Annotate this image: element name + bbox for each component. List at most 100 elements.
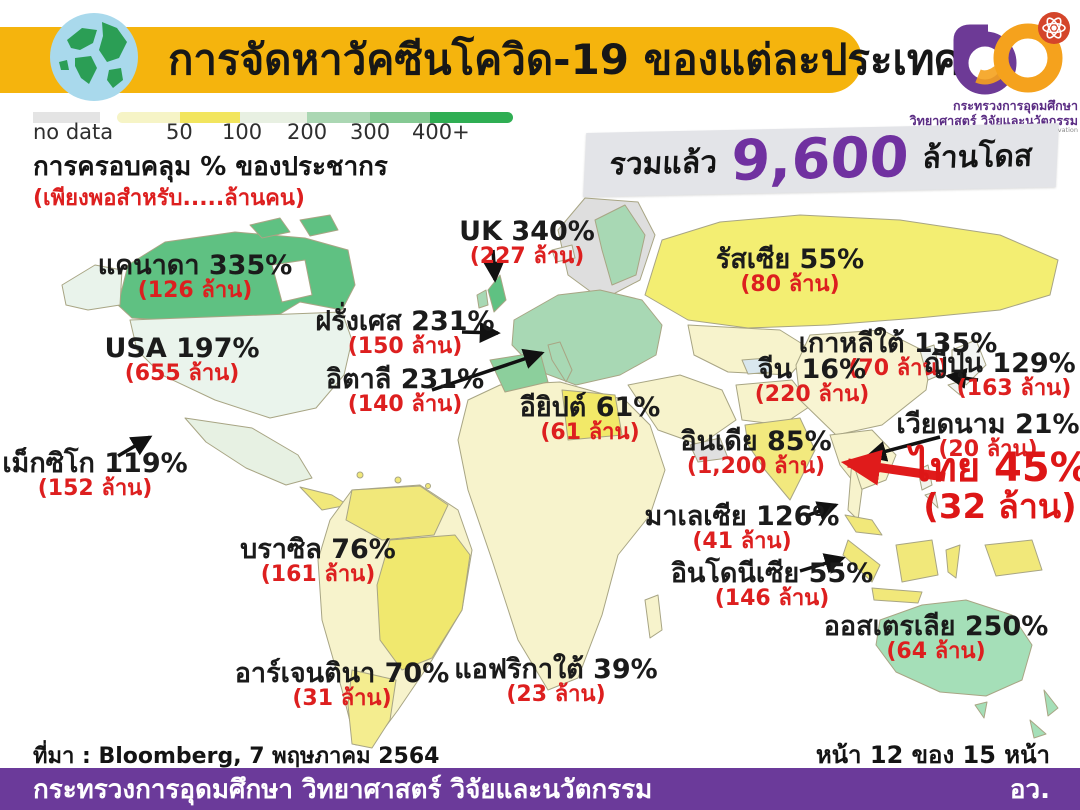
region-colombia-venezuela [345,485,449,541]
region-scandinavia [594,204,646,286]
arrow-france [461,321,501,343]
legend-label-no-data: no data [33,120,114,144]
region-brazil [376,534,471,671]
label-uk: UK 340% (227 ล้าน) [459,216,595,270]
label-south-korea: เกาหลีใต้ 135% (70 ล้าน) [798,328,998,382]
label-malaysia: มาเลเซีย 126% (41 ล้าน) [644,501,840,555]
mhesi-logo: กระทรวงการอุดมศึกษา วิทยาศาสตร์ วิจัยและ… [872,6,1080,134]
region-caribbean-1 [356,471,364,479]
total-prefix: รวมแล้ว [608,144,718,182]
label-france: ฝรั่งเศส 231% (150 ล้าน) [315,306,495,360]
ministry-name-line1: กระทรวงการอุดมศึกษา [953,98,1078,113]
region-new-zealand-north [1043,689,1059,717]
region-south-korea [919,344,941,381]
region-hudson-bay [271,259,313,303]
legend-tick-300: 300 [350,120,391,144]
region-russia [644,214,1059,329]
total-value: 9,600 [729,125,911,194]
region-indochina [829,429,897,491]
region-ireland [476,289,489,309]
arrow-indonesia [799,553,846,574]
arrow-italy [431,348,545,392]
label-thailand: ไทย 45% (32 ล้าน) [910,445,1080,527]
coverage-note-line2: (เพียงพอสำหรับ.....ล้านคน) [33,186,305,211]
region-iran-pakistan [735,379,813,426]
footer-bar: กระทรวงการอุดมศึกษา วิทยาศาสตร์ วิจัยและ… [0,768,1080,810]
region-new-zealand-south [1029,719,1047,739]
region-philippines-2 [924,491,939,509]
legend-tick-200: 200 [287,120,328,144]
region-usa [129,311,353,419]
region-australia [875,599,1033,697]
page-indicator: หน้า 12 ของ 15 หน้า [815,741,1050,769]
label-china: จีน 16% (220 ล้าน) [754,354,870,408]
region-china [795,329,933,436]
legend-swatch-no-data [33,112,100,123]
total-suffix: ล้านโดส [921,138,1034,176]
world-map [61,197,1059,749]
label-canada: แคนาดา 335% (126 ล้าน) [97,250,293,304]
label-india: อินเดีย 85% (1,200 ล้าน) [680,426,832,480]
region-mexico [184,417,313,486]
legend-swatch-50 [117,112,180,123]
label-indonesia: อินโดนีเซีย 55% (146 ล้าน) [670,558,874,612]
title-banner [0,27,862,93]
region-italy [547,341,573,383]
label-south-africa: แอฟริกาใต้ 39% (23 ล้าน) [454,654,658,708]
atom-icon [1038,12,1070,44]
region-caribbean-2 [394,476,402,484]
arrow-malaysia [805,501,839,522]
region-sumatra [842,539,881,583]
legend-swatch-300 [307,112,370,123]
region-argentina [347,669,397,749]
region-borneo [895,539,939,583]
arrow-japan [945,367,979,389]
region-caribbean-3 [425,483,431,489]
legend-tick-400plus: 400+ [412,120,470,144]
label-vietnam: เวียดนาม 21% (20 ล้าน) [896,409,1080,463]
arrow-mexico [117,435,153,458]
legend-swatch-400 [370,112,430,123]
region-malaysia [844,514,883,536]
mhesi-logo-mark [953,12,1070,95]
label-usa: USA 197% (655 ล้าน) [104,333,260,387]
region-egypt [561,389,623,441]
region-yemen-oman [689,437,729,463]
label-argentina: อาร์เจนตินา 70% (31 ล้าน) [234,658,450,712]
region-alaska [61,264,123,311]
label-japan: ญี่ปุ่น 129% (163 ล้าน) [924,348,1076,402]
region-tasmania [974,701,988,719]
region-new-guinea [984,539,1043,577]
legend-swatch-100 [180,112,240,123]
region-iceland [551,244,576,263]
legend-swatch-200 [240,112,307,123]
footer-ministry-name: กระทรวงการอุดมศึกษา วิทยาศาสตร์ วิจัยและ… [33,774,653,805]
label-brazil: บราซิล 76% (161 ล้าน) [240,534,396,588]
label-egypt: อียิปต์ 61% (61 ล้าน) [519,392,661,446]
region-africa [457,381,666,691]
region-canada-islands2 [299,214,339,237]
label-australia: ออสเตรเลีย 250% (64 ล้าน) [823,611,1049,665]
footer-ministry-abbr: อว. [1009,774,1050,805]
coverage-note-line1: การครอบคลุม % ของประชากร [33,152,388,182]
page-title: การจัดหาวัคซีนโควิด-19 ของแต่ละประเทศ [168,35,962,84]
region-sulawesi [945,544,961,579]
legend-swatch-400plus [430,112,513,123]
label-mexico: เม็กซิโก 119% (152 ล้าน) [2,448,188,502]
globe-icon [50,13,138,101]
legend-tick-50: 50 [166,120,193,144]
label-russia: รัสเซีย 55% (80 ล้าน) [715,244,865,298]
arrow-uk [483,249,505,283]
total-doses-box: รวมแล้ว 9,600 ล้านโดส [583,123,1059,197]
legend-tick-100: 100 [222,120,263,144]
label-italy: อิตาลี 231% (140 ล้าน) [325,364,485,418]
region-middle-east [627,374,737,446]
source-citation: ที่มา : Bloomberg, 7 พฤษภาคม 2564 [33,744,440,769]
region-canada-islands [249,217,291,239]
region-central-asia [687,324,813,376]
region-madagascar [644,594,663,639]
region-india [744,417,816,501]
region-uzbekistan [741,357,773,375]
arrow-thailand [840,449,946,486]
